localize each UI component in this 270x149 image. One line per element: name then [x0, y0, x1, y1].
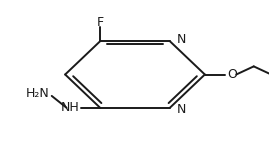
Text: NH: NH — [61, 101, 80, 114]
Text: H₂N: H₂N — [26, 87, 50, 100]
Text: N: N — [177, 103, 186, 116]
Text: O: O — [227, 68, 237, 81]
Text: N: N — [177, 32, 186, 46]
Text: F: F — [96, 16, 104, 29]
